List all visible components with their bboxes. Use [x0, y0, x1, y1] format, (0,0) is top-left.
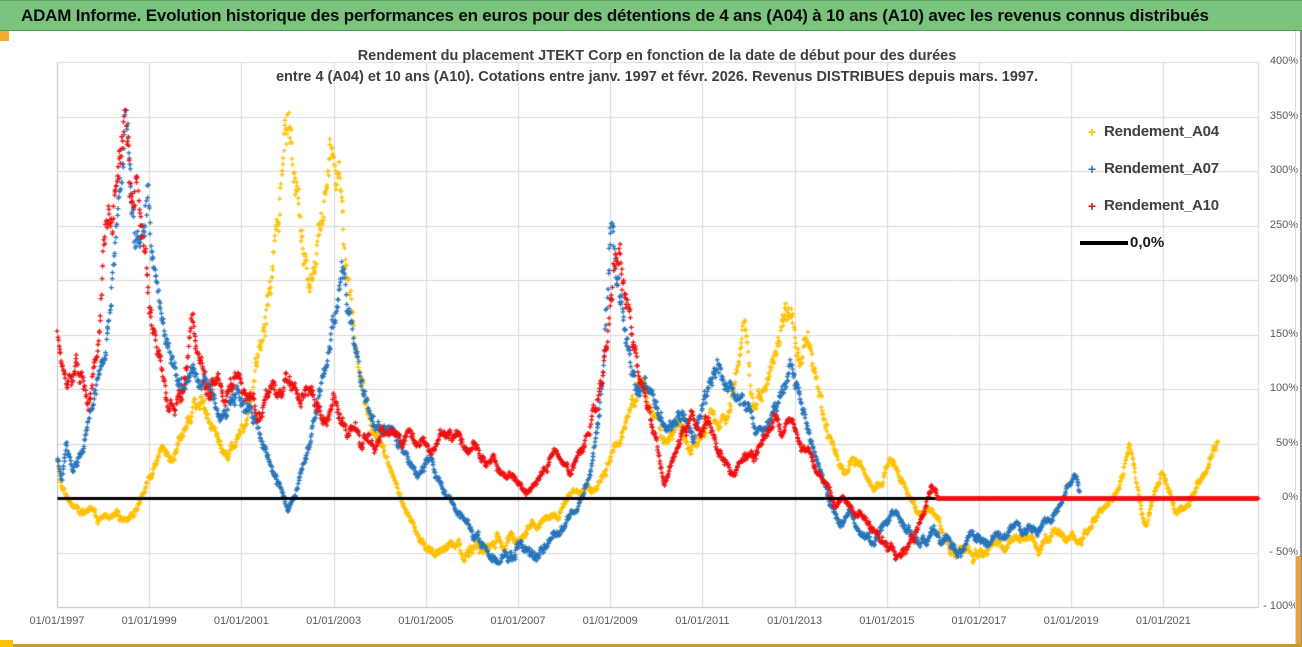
gold-frame-corner-top-left	[0, 31, 9, 41]
legend-line-swatch	[1080, 240, 1128, 245]
x-tick-label: 01/01/1997	[29, 615, 85, 627]
y-tick-label: 50%	[1275, 436, 1298, 449]
y-tick-label: 250%	[1269, 218, 1298, 231]
y-tick-label: - 50%	[1269, 545, 1298, 558]
gold-frame-bottom	[0, 644, 1302, 647]
legend-item-rendement-a04[interactable]: + Rendement_A04	[1080, 113, 1219, 150]
gold-frame-right	[1296, 556, 1301, 645]
chart-legend: + Rendement_A04 + Rendement_A07 + Rendement_A…	[1080, 113, 1219, 261]
chart-title: Rendement du placement JTEKT Corp en fon…	[157, 46, 1157, 88]
legend-item-0-0-[interactable]: 0,0%	[1080, 224, 1219, 261]
x-tick-label: 01/01/2015	[859, 615, 915, 627]
legend-label: Rendement_A07	[1104, 160, 1219, 177]
y-tick-label: 200%	[1269, 273, 1298, 285]
x-tick-label: 01/01/2007	[490, 615, 546, 627]
legend-item-rendement-a10[interactable]: + Rendement_A10	[1080, 187, 1219, 224]
legend-label: Rendement_A10	[1104, 197, 1219, 214]
x-tick-label: 01/01/2021	[1135, 615, 1191, 627]
x-tick-label: 01/01/2017	[951, 615, 1007, 627]
y-tick-label: 150%	[1269, 327, 1298, 340]
legend-cross-marker-icon: +	[1087, 160, 1097, 177]
y-tick-label: 100%	[1269, 382, 1298, 394]
legend-zero-label: 0,0%	[1130, 234, 1165, 251]
y-tick-label: 0%	[1282, 491, 1298, 503]
x-tick-label: 01/01/2001	[213, 615, 269, 627]
x-tick-label: 01/01/1999	[121, 615, 177, 627]
legend-label: Rendement_A04	[1104, 123, 1219, 140]
x-tick-label: 01/01/2003	[306, 615, 362, 627]
legend-cross-marker-icon: +	[1087, 197, 1097, 214]
x-tick-label: 01/01/2019	[1043, 615, 1099, 627]
y-tick-label: - 100%	[1263, 600, 1298, 612]
chart-title-line1: Rendement du placement JTEKT Corp en fon…	[357, 48, 957, 64]
x-tick-label: 01/01/2005	[398, 615, 454, 627]
y-tick-label: 400%	[1269, 55, 1298, 67]
right-edge-line	[1300, 31, 1302, 647]
x-tick-label: 01/01/2009	[582, 615, 638, 627]
sheet-column-line	[1295, 31, 1296, 647]
legend-item-rendement-a07[interactable]: + Rendement_A07	[1080, 150, 1219, 187]
x-tick-label: 01/01/2013	[767, 615, 823, 627]
y-tick-label: 300%	[1269, 164, 1298, 176]
gold-frame-corner-bottom-left	[0, 640, 13, 647]
x-tick-label: 01/01/2011	[675, 615, 730, 627]
y-tick-label: 350%	[1269, 109, 1298, 122]
legend-cross-marker-icon: +	[1087, 123, 1097, 140]
chart-title-line2: entre 4 (A04) et 10 ans (A10). Cotations…	[275, 69, 1039, 85]
